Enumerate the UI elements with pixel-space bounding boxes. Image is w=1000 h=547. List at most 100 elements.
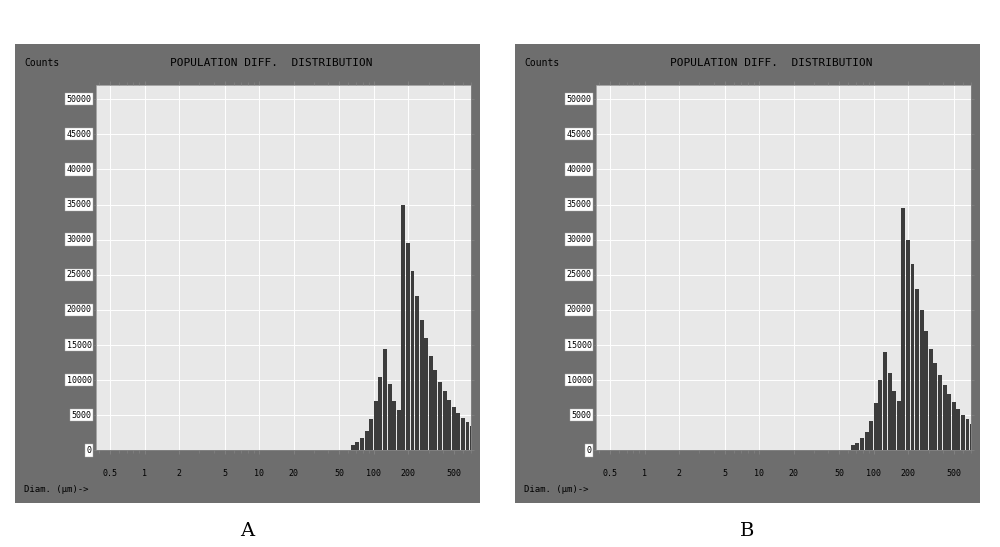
Bar (947, 394, 951, 450)
Bar (378, 377, 382, 450)
Text: POPULATION DIFF.  DISTRIBUTION: POPULATION DIFF. DISTRIBUTION (670, 57, 872, 67)
Text: 15000: 15000 (67, 341, 92, 350)
Bar (470, 426, 474, 450)
Text: 30000: 30000 (67, 235, 92, 244)
Text: 50: 50 (334, 469, 344, 478)
Text: Counts: Counts (524, 57, 560, 67)
Bar (865, 432, 869, 450)
Bar (466, 422, 469, 450)
Text: 2: 2 (677, 469, 682, 478)
Text: 50000: 50000 (67, 95, 92, 104)
Bar (855, 443, 859, 450)
Bar (718, 449, 781, 450)
Bar (860, 439, 864, 450)
Bar (411, 271, 414, 450)
Text: 0: 0 (87, 446, 92, 455)
Bar (901, 208, 905, 450)
Text: 45000: 45000 (567, 130, 592, 139)
Bar (915, 289, 919, 450)
Text: 100: 100 (866, 469, 881, 478)
Bar (475, 429, 479, 450)
Text: 10: 10 (754, 469, 764, 478)
Bar (443, 392, 447, 450)
Bar (555, 445, 577, 450)
Bar (438, 382, 442, 450)
Text: 200: 200 (901, 469, 916, 478)
Bar (415, 296, 419, 450)
Bar (660, 449, 712, 450)
Text: 20000: 20000 (67, 305, 92, 315)
Text: 5: 5 (722, 469, 727, 478)
Bar (369, 419, 373, 450)
Bar (580, 446, 611, 450)
Bar (933, 363, 937, 450)
Bar (970, 424, 974, 450)
Bar (383, 348, 387, 450)
Bar (924, 331, 928, 450)
Bar (966, 420, 969, 450)
Text: B: B (740, 522, 754, 539)
Text: 15000: 15000 (567, 341, 592, 350)
Text: 25000: 25000 (567, 270, 592, 280)
Bar (479, 432, 483, 450)
Text: 35000: 35000 (67, 200, 92, 209)
Text: 10000: 10000 (67, 376, 92, 385)
Bar (883, 352, 887, 450)
Text: 0.5: 0.5 (603, 469, 618, 478)
Text: POPULATION DIFF.  DISTRIBUTION: POPULATION DIFF. DISTRIBUTION (170, 57, 372, 67)
Bar (429, 356, 433, 450)
Text: 100: 100 (366, 469, 381, 478)
Bar (979, 430, 983, 450)
Text: 35000: 35000 (567, 200, 592, 209)
Bar (424, 338, 428, 450)
Text: 40000: 40000 (67, 165, 92, 174)
Bar (892, 391, 896, 450)
Bar (355, 442, 359, 450)
Text: 500: 500 (946, 469, 961, 478)
Bar (975, 428, 979, 450)
Bar (461, 418, 465, 450)
Bar (869, 421, 873, 450)
Text: 50000: 50000 (567, 95, 592, 104)
Text: 25000: 25000 (67, 270, 92, 280)
Bar (517, 441, 532, 450)
Text: 0: 0 (587, 446, 592, 455)
Bar (961, 415, 965, 450)
Text: A: A (240, 522, 254, 539)
Text: 30000: 30000 (567, 235, 592, 244)
Text: 45000: 45000 (67, 130, 92, 139)
Bar (851, 445, 855, 450)
Bar (456, 413, 460, 450)
Bar (420, 321, 424, 450)
Bar (911, 264, 914, 450)
Bar (401, 205, 405, 450)
Bar (878, 380, 882, 450)
Text: Counts: Counts (24, 57, 60, 67)
Bar (493, 437, 503, 450)
Text: 2: 2 (177, 469, 182, 478)
Text: Diam. (μm)->: Diam. (μm)-> (524, 485, 589, 494)
Bar (397, 410, 401, 450)
Text: 20: 20 (789, 469, 799, 478)
Text: 20: 20 (289, 469, 299, 478)
Bar (452, 407, 456, 450)
Text: Diam. (μm)->: Diam. (μm)-> (24, 485, 89, 494)
Text: 10: 10 (254, 469, 264, 478)
Bar (888, 373, 892, 450)
Text: 200: 200 (401, 469, 416, 478)
Text: 50: 50 (834, 469, 844, 478)
Text: 500: 500 (446, 469, 461, 478)
Bar (874, 403, 878, 450)
Bar (993, 437, 1000, 450)
Bar (360, 438, 364, 450)
Bar (406, 243, 410, 450)
Text: 1: 1 (642, 469, 647, 478)
Bar (943, 385, 947, 450)
Bar (929, 348, 933, 450)
Bar (388, 383, 392, 450)
Text: 40000: 40000 (567, 165, 592, 174)
Bar (952, 402, 956, 450)
Text: 5: 5 (222, 469, 227, 478)
Bar (433, 370, 437, 450)
Text: 10000: 10000 (567, 376, 592, 385)
